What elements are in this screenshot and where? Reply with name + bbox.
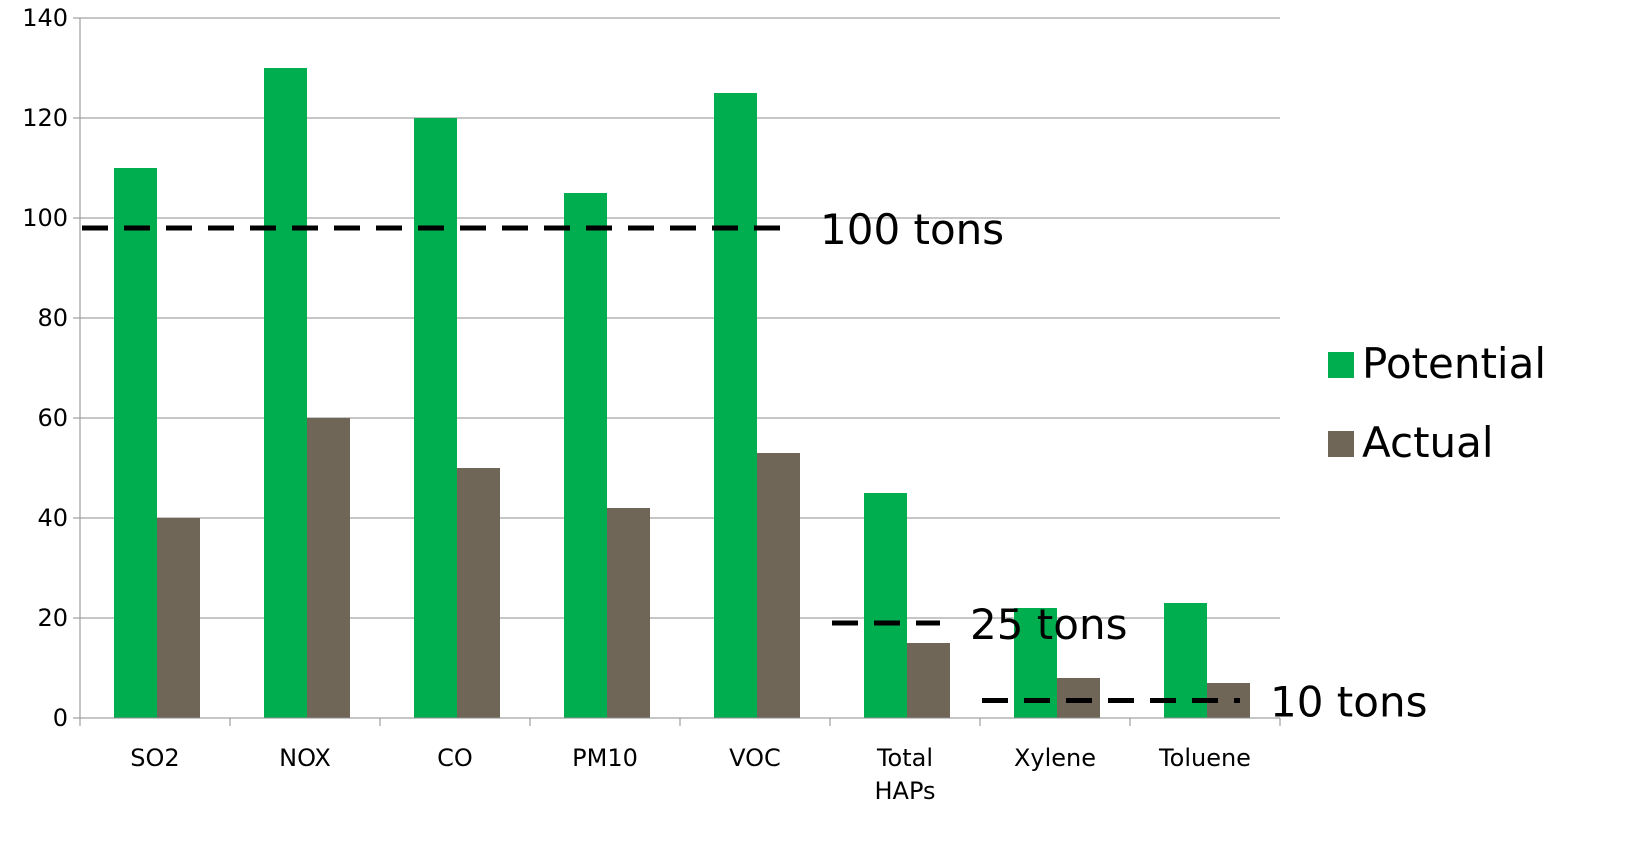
threshold-label: 100 tons (820, 205, 1004, 254)
bar-actual (757, 453, 800, 718)
y-tick-label: 60 (37, 404, 68, 432)
threshold-label: 25 tons (970, 600, 1127, 649)
x-tick-label: Xylene (1014, 744, 1096, 772)
x-tick-label: PM10 (572, 744, 638, 772)
x-tick-label: VOC (729, 744, 781, 772)
x-tick-label: Toluene (1158, 744, 1251, 772)
bar-actual (457, 468, 500, 718)
y-tick-label: 0 (53, 704, 68, 732)
legend-swatch-potential (1328, 352, 1354, 378)
y-tick-label: 120 (22, 104, 68, 132)
legend-label-potential: Potential (1362, 339, 1546, 388)
bar-potential (714, 93, 757, 718)
y-tick-labels: 0 20 40 60 80 100 120 140 (22, 4, 68, 732)
y-tick-label: 80 (37, 304, 68, 332)
x-tick-label: SO2 (130, 744, 179, 772)
legend: Potential Actual (1328, 339, 1546, 467)
bar-actual (307, 418, 350, 718)
bar-actual (907, 643, 950, 718)
legend-swatch-actual (1328, 431, 1354, 457)
y-tick-label: 140 (22, 4, 68, 32)
threshold-label: 10 tons (1270, 678, 1427, 727)
y-tick-label: 100 (22, 204, 68, 232)
bar-potential (264, 68, 307, 718)
gridlines (80, 17, 1280, 619)
x-tick-label: HAPs (874, 777, 935, 805)
bar-potential (414, 118, 457, 718)
bar-actual (607, 508, 650, 718)
bar-potential (114, 168, 157, 718)
bars (114, 68, 1250, 718)
threshold-annotations: 100 tons 25 tons 10 tons (82, 205, 1427, 727)
y-tick-label: 20 (37, 604, 68, 632)
axes (73, 17, 1281, 726)
bar-actual (157, 518, 200, 718)
bar-potential (564, 193, 607, 718)
legend-label-actual: Actual (1362, 418, 1494, 467)
x-tick-label: NOX (279, 744, 331, 772)
x-tick-label: CO (437, 744, 473, 772)
x-tick-label: Total (876, 744, 933, 772)
y-tick-label: 40 (37, 504, 68, 532)
x-tick-labels: SO2 NOX CO PM10 VOC Total HAPs Xylene Toluene (130, 744, 1251, 805)
bar-potential (864, 493, 907, 718)
